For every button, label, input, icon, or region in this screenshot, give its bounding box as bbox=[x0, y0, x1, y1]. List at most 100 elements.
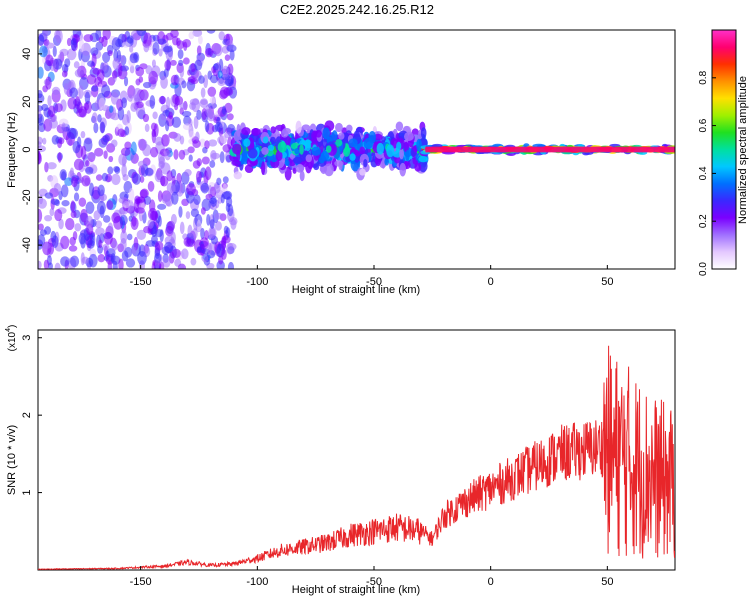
heatmap-cell bbox=[196, 158, 203, 167]
heatmap-cell bbox=[95, 41, 104, 51]
heatmap-cell bbox=[162, 46, 173, 53]
heatmap-cell bbox=[136, 229, 147, 240]
heatmap-cell bbox=[155, 258, 160, 269]
heatmap-cell bbox=[131, 216, 137, 227]
colorbar-ticks: 0.0 0.2 0.4 0.6 0.8 bbox=[698, 70, 716, 276]
heatmap-cell bbox=[304, 139, 311, 152]
heatmap-cell bbox=[50, 198, 60, 205]
heatmap-cell bbox=[173, 132, 182, 142]
heatmap-cell bbox=[118, 196, 128, 204]
heatmap-cell bbox=[45, 76, 52, 90]
heatmap-cell bbox=[295, 163, 305, 173]
heatmap-cell bbox=[179, 135, 185, 145]
heatmap-cell bbox=[195, 170, 202, 183]
heatmap-cell bbox=[83, 102, 90, 111]
heatmap-cell bbox=[157, 203, 167, 210]
spectrogram-y-tick-label: 40 bbox=[21, 48, 33, 60]
heatmap-cell bbox=[204, 120, 210, 133]
heatmap-cell bbox=[80, 130, 86, 139]
heatmap-cell bbox=[214, 212, 224, 220]
heatmap-cell bbox=[95, 227, 105, 236]
heatmap-cell bbox=[121, 97, 127, 109]
heatmap-cell bbox=[144, 123, 150, 133]
heatmap-cell bbox=[179, 65, 185, 78]
spectrogram-y-tick-label: -20 bbox=[21, 189, 33, 205]
heatmap-cell bbox=[214, 121, 223, 133]
heatmap-cell bbox=[97, 114, 102, 123]
heatmap-cell bbox=[61, 70, 68, 78]
heatmap-cell bbox=[396, 141, 402, 151]
heatmap-cell bbox=[196, 246, 202, 253]
heatmap-cell bbox=[53, 183, 62, 194]
snr-panel: -150 -100 -50 0 50 1 2 3 Height of straight li… bbox=[5, 325, 676, 596]
heatmap-cell bbox=[206, 30, 216, 34]
heatmap-cell bbox=[301, 124, 311, 131]
heatmap-cell bbox=[83, 34, 94, 42]
heatmap-cell bbox=[87, 239, 95, 249]
snr-x-tick-label: -100 bbox=[246, 576, 268, 588]
heatmap-cell bbox=[177, 48, 184, 60]
heatmap-cell bbox=[84, 91, 91, 105]
snr-y-tick-label: 2 bbox=[21, 412, 33, 418]
heatmap-cell bbox=[58, 218, 64, 230]
heatmap-cell bbox=[231, 159, 241, 166]
heatmap-cell bbox=[99, 121, 106, 134]
heatmap-cell bbox=[182, 57, 190, 65]
heatmap-cell bbox=[42, 242, 51, 250]
snr-x-tick-label: -150 bbox=[130, 576, 152, 588]
heatmap-cell bbox=[171, 116, 182, 128]
heatmap-cell bbox=[94, 147, 104, 157]
heatmap-cell bbox=[324, 163, 334, 177]
heatmap-cell bbox=[137, 160, 147, 168]
heatmap-cell bbox=[73, 192, 80, 202]
heatmap-cell bbox=[51, 86, 61, 95]
heatmap-cell bbox=[204, 230, 209, 240]
heatmap-cell bbox=[63, 82, 69, 95]
heatmap-cell bbox=[129, 45, 134, 53]
heatmap-cell bbox=[38, 34, 45, 46]
heatmap-cell bbox=[221, 105, 227, 115]
heatmap-cell bbox=[134, 195, 141, 205]
heatmap-cell bbox=[132, 173, 141, 185]
heatmap-cell bbox=[158, 48, 163, 57]
colorbar-tick-label: 0.8 bbox=[698, 70, 709, 84]
heatmap-cell bbox=[199, 138, 206, 148]
heatmap-cell bbox=[48, 118, 58, 129]
heatmap-cell bbox=[107, 260, 113, 269]
heatmap-cell bbox=[206, 169, 212, 178]
heatmap-cell bbox=[184, 169, 192, 177]
heatmap-cell bbox=[226, 44, 237, 53]
heatmap-cell bbox=[42, 30, 48, 40]
heatmap-cell bbox=[160, 113, 166, 121]
heatmap-cell bbox=[210, 152, 221, 160]
heatmap-cell bbox=[117, 106, 125, 121]
heatmap-cell bbox=[38, 234, 46, 247]
heatmap-cell bbox=[124, 126, 130, 136]
heatmap-cell bbox=[161, 134, 170, 147]
heatmap-cell bbox=[207, 70, 213, 80]
heatmap-cell bbox=[220, 237, 227, 250]
heatmap-cell bbox=[101, 84, 111, 98]
heatmap-cell bbox=[83, 138, 93, 152]
heatmap-cell bbox=[143, 43, 150, 53]
heatmap-cell bbox=[150, 146, 159, 158]
heatmap-cell bbox=[359, 146, 366, 155]
heatmap-cell bbox=[275, 150, 283, 162]
heatmap-cell bbox=[111, 212, 121, 224]
heatmap-cell bbox=[85, 160, 90, 167]
heatmap-cell bbox=[179, 102, 188, 109]
heatmap-cell bbox=[185, 211, 191, 220]
heatmap-cell bbox=[224, 54, 231, 62]
heatmap-cell bbox=[343, 145, 351, 157]
heatmap-cell bbox=[166, 96, 171, 111]
heatmap-cell bbox=[292, 167, 297, 174]
heatmap-cell bbox=[149, 95, 156, 109]
heatmap-cell bbox=[143, 195, 152, 205]
heatmap-cell bbox=[295, 120, 302, 134]
heatmap-cell bbox=[44, 214, 53, 222]
heatmap-cell bbox=[182, 123, 192, 131]
colorbar-label: Normalized spectral amplitude bbox=[737, 76, 749, 224]
heatmap-cell bbox=[147, 181, 155, 192]
heatmap-cell bbox=[102, 134, 110, 143]
snr-x-label: Height of straight line (km) bbox=[292, 584, 420, 596]
